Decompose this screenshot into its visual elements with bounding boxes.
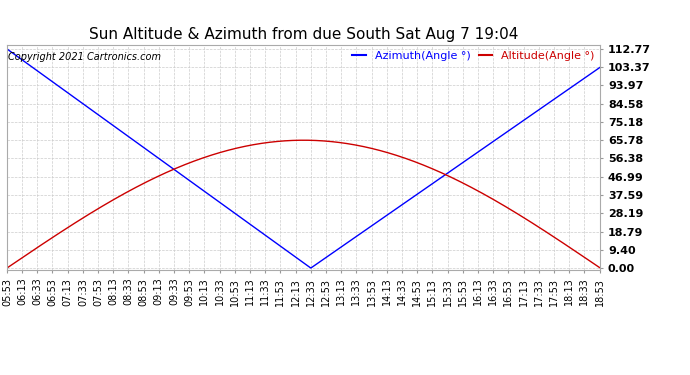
Title: Sun Altitude & Azimuth from due South Sat Aug 7 19:04: Sun Altitude & Azimuth from due South Sa… <box>89 27 518 42</box>
Text: Copyright 2021 Cartronics.com: Copyright 2021 Cartronics.com <box>8 52 161 62</box>
Legend: Azimuth(Angle °), Altitude(Angle °): Azimuth(Angle °), Altitude(Angle °) <box>348 46 599 65</box>
